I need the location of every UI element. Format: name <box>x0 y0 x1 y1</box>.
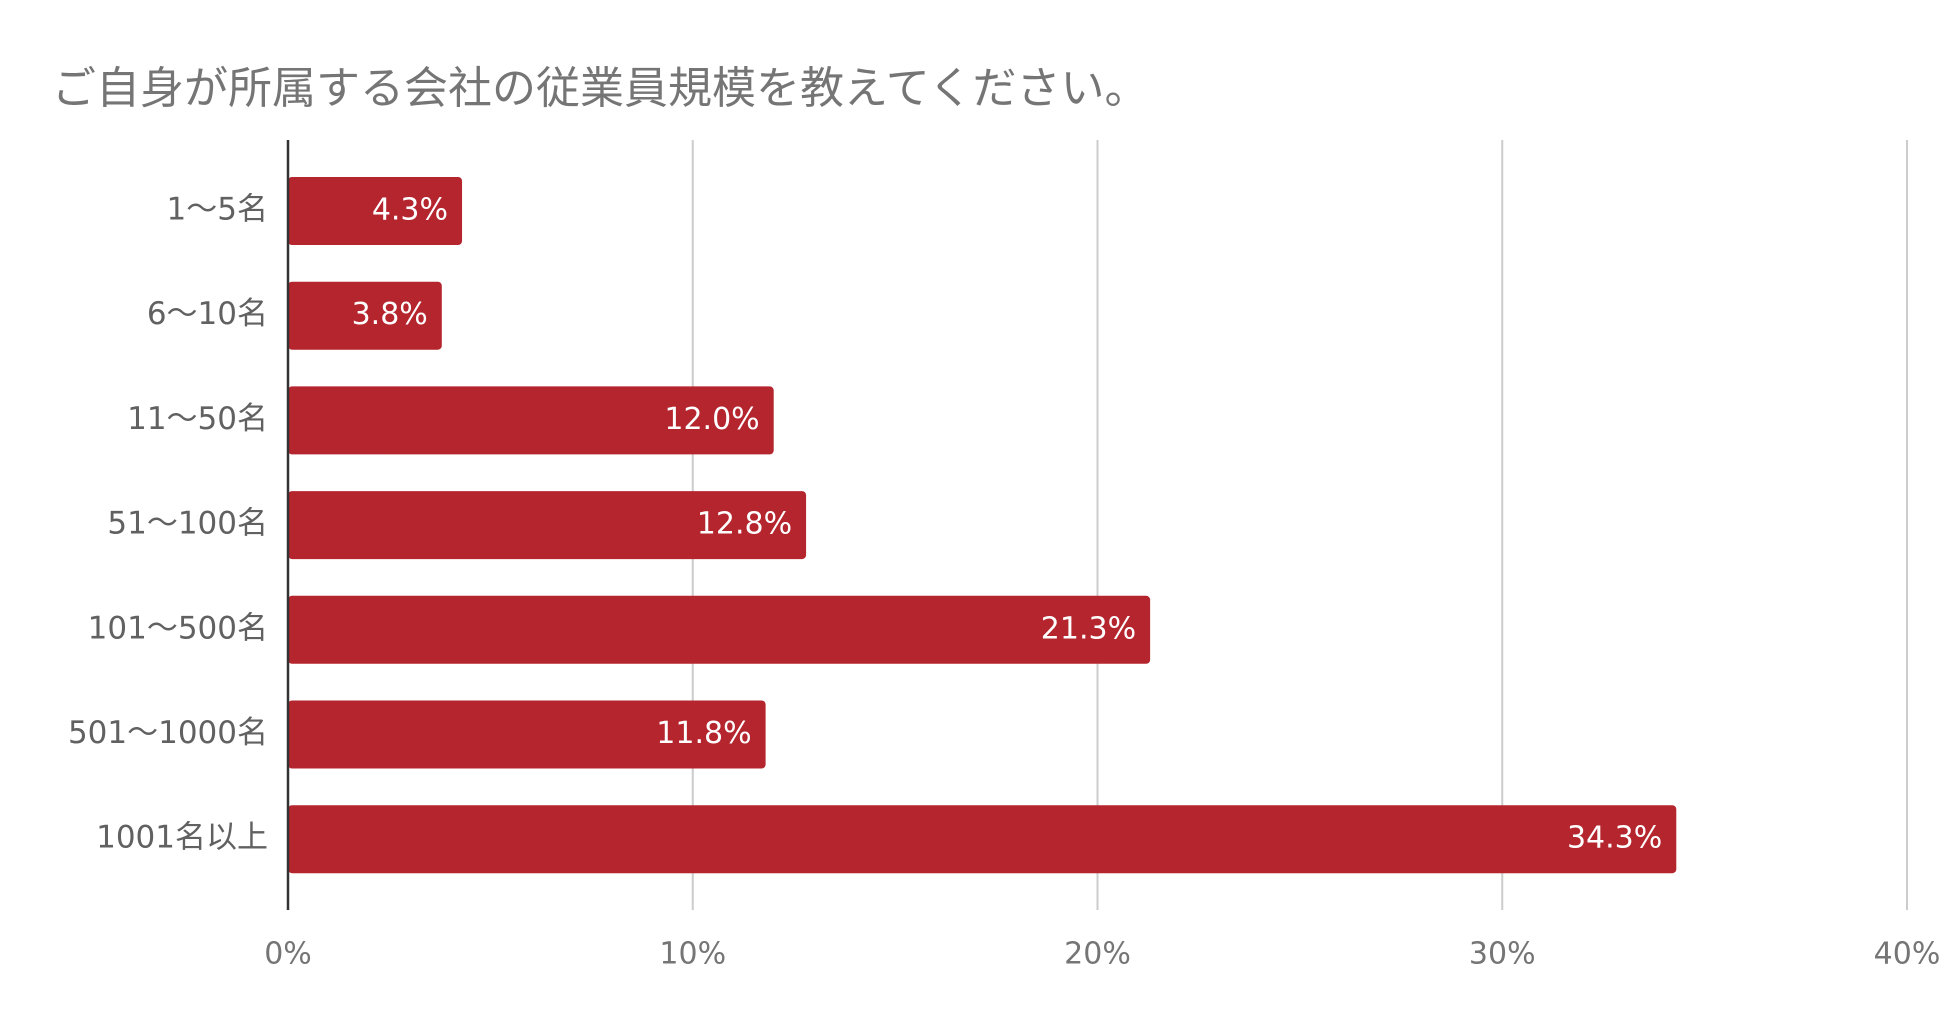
category-label: 11〜50名 <box>127 401 268 437</box>
bar-value-label: 12.0% <box>664 402 759 437</box>
x-tick-label: 40% <box>1874 937 1941 972</box>
labels: 0% 10% 20% 30% 40% 4.3% 1〜5名 3.8% 6〜10名 12.0% 11〜5… <box>68 192 1940 972</box>
category-label: 101〜500名 <box>88 610 268 646</box>
bar <box>288 700 766 769</box>
category-label: 1〜5名 <box>167 192 268 228</box>
bar <box>288 491 807 560</box>
bar <box>288 281 442 350</box>
bar-value-label: 4.3% <box>372 193 448 228</box>
category-label: 6〜10名 <box>147 296 268 332</box>
bar <box>288 805 1677 874</box>
bar-value-label: 11.8% <box>656 716 751 751</box>
x-tick-label: 0% <box>264 937 312 972</box>
bar <box>288 386 774 455</box>
x-tick-label: 10% <box>659 937 726 972</box>
bar-value-label: 34.3% <box>1567 821 1662 856</box>
bar <box>288 177 463 245</box>
gridlines <box>691 140 1908 910</box>
x-tick-label: 30% <box>1469 937 1536 972</box>
x-tick-label: 20% <box>1064 937 1131 972</box>
category-label: 51〜100名 <box>107 506 268 542</box>
bar-value-label: 21.3% <box>1041 611 1136 646</box>
bars <box>288 177 1677 874</box>
category-label: 501〜1000名 <box>68 715 268 751</box>
bar-value-label: 12.8% <box>697 507 792 542</box>
category-label: 1001名以上 <box>96 820 268 856</box>
bar-value-label: 3.8% <box>352 297 428 332</box>
bar <box>288 595 1151 664</box>
chart-title: ご自身が所属する会社の従業員規模を教えてください。 <box>52 63 1149 114</box>
